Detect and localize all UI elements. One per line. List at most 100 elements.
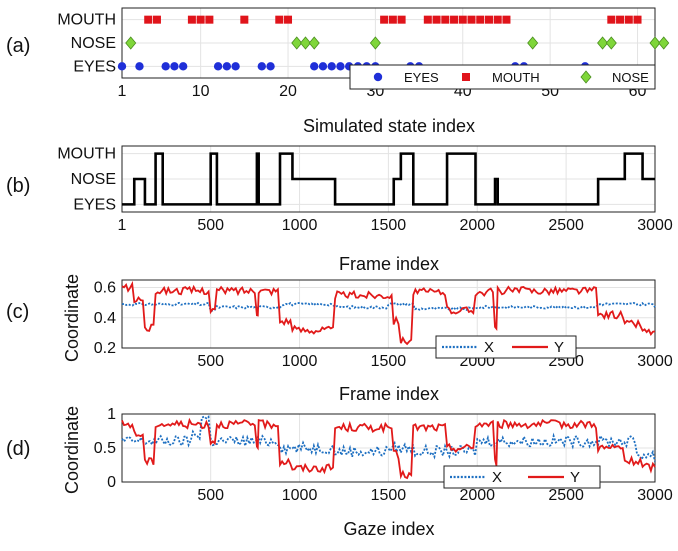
point-eyes <box>161 62 170 71</box>
xtick-label: 1000 <box>282 217 318 234</box>
legend-label-eyes: EYES <box>404 70 439 85</box>
point-eyes <box>135 62 144 71</box>
point-mouth <box>432 15 441 24</box>
point-mouth <box>275 15 284 24</box>
point-mouth <box>152 15 161 24</box>
point-mouth <box>196 15 205 24</box>
point-mouth <box>423 15 432 24</box>
series-state-line <box>122 152 655 206</box>
point-mouth <box>441 15 450 24</box>
xtick-label: 2000 <box>459 217 495 234</box>
xtick-label: 500 <box>197 217 224 234</box>
point-eyes <box>318 62 328 71</box>
panel-label-a: (a) <box>6 35 30 57</box>
point-mouth <box>187 15 196 24</box>
ytick-label: MOUTH <box>57 12 116 29</box>
point-mouth <box>607 15 616 24</box>
xtick-label: 2500 <box>548 217 584 234</box>
xtick-label: 1000 <box>282 487 318 504</box>
point-mouth <box>397 15 406 24</box>
legend-a: EYES MOUTH NOSE <box>349 64 656 90</box>
legend-box <box>349 64 656 90</box>
ylabel-d: Coordinate <box>62 406 82 494</box>
legend-box <box>435 335 577 359</box>
xtick-label: 10 <box>192 83 210 100</box>
point-mouth <box>380 15 389 24</box>
legend-box <box>443 465 601 489</box>
legend-label-mouth: MOUTH <box>492 70 540 85</box>
point-eyes <box>170 62 179 71</box>
series-y-line <box>121 280 656 346</box>
point-mouth <box>476 15 485 24</box>
point-mouth <box>493 15 502 24</box>
point-nose <box>291 36 303 50</box>
ytick-label: 0.5 <box>94 440 116 457</box>
ytick-label: EYES <box>73 58 116 75</box>
point-mouth <box>388 15 397 24</box>
point-eyes <box>213 62 223 71</box>
ytick-label: 1 <box>107 406 116 423</box>
point-nose <box>658 36 670 50</box>
xtick-label: 500 <box>197 487 224 504</box>
point-mouth <box>458 15 467 24</box>
point-nose <box>605 36 617 50</box>
axes-frame-c <box>121 279 656 349</box>
point-mouth <box>450 15 459 24</box>
ytick-label: 0.2 <box>94 340 116 357</box>
ytick-label: EYES <box>73 196 116 213</box>
point-mouth <box>144 15 153 24</box>
ytick-label: 0.4 <box>94 310 116 327</box>
panel-label-c: (c) <box>6 301 29 323</box>
point-eyes <box>231 62 240 71</box>
series-y-line <box>121 417 656 480</box>
panel-label-d: (d) <box>6 438 30 460</box>
legend-label-x: X <box>492 469 502 486</box>
legend-marker-nose <box>580 70 592 84</box>
xlabel-d: Gaze index <box>343 519 434 539</box>
legend-label-x: X <box>484 339 494 356</box>
point-nose <box>597 36 609 50</box>
xtick-label: 1500 <box>371 217 407 234</box>
xtick-label: 500 <box>197 353 224 370</box>
xtick-label: 20 <box>279 83 297 100</box>
point-eyes <box>222 62 232 71</box>
point-eyes <box>257 62 267 71</box>
ytick-label: 0.6 <box>94 280 116 297</box>
xtick-label: 3000 <box>637 487 673 504</box>
point-mouth <box>467 15 476 24</box>
ytick-label: MOUTH <box>57 146 116 163</box>
xtick-label: 1 <box>118 83 127 100</box>
point-nose <box>369 36 381 50</box>
point-eyes <box>327 62 336 71</box>
xtick-label: 3000 <box>637 353 673 370</box>
ytick-label: NOSE <box>71 171 116 188</box>
panel-label-b: (b) <box>6 175 30 197</box>
xtick-label: 1500 <box>371 487 407 504</box>
xlabel-b: Frame index <box>339 254 439 274</box>
point-eyes <box>178 62 188 71</box>
legend-label-y: Y <box>554 339 564 356</box>
point-eyes <box>310 62 319 71</box>
xtick-label: 2000 <box>459 487 495 504</box>
xlabel-a: Simulated state index <box>303 116 475 136</box>
xtick-label: 1500 <box>371 353 407 370</box>
point-eyes <box>336 62 345 71</box>
point-mouth <box>284 15 293 24</box>
point-mouth <box>502 15 511 24</box>
axes-frame-d <box>121 413 656 483</box>
xtick-label: 2500 <box>548 487 584 504</box>
ytick-label: 0 <box>107 474 116 491</box>
point-nose <box>527 36 539 50</box>
point-nose <box>299 36 312 50</box>
xtick-label: 1 <box>118 217 127 234</box>
point-mouth <box>205 15 214 24</box>
ylabel-c: Coordinate <box>62 274 82 362</box>
ytick-label: NOSE <box>71 35 116 52</box>
point-nose <box>649 36 661 50</box>
point-mouth <box>616 15 625 24</box>
point-mouth <box>240 15 249 24</box>
